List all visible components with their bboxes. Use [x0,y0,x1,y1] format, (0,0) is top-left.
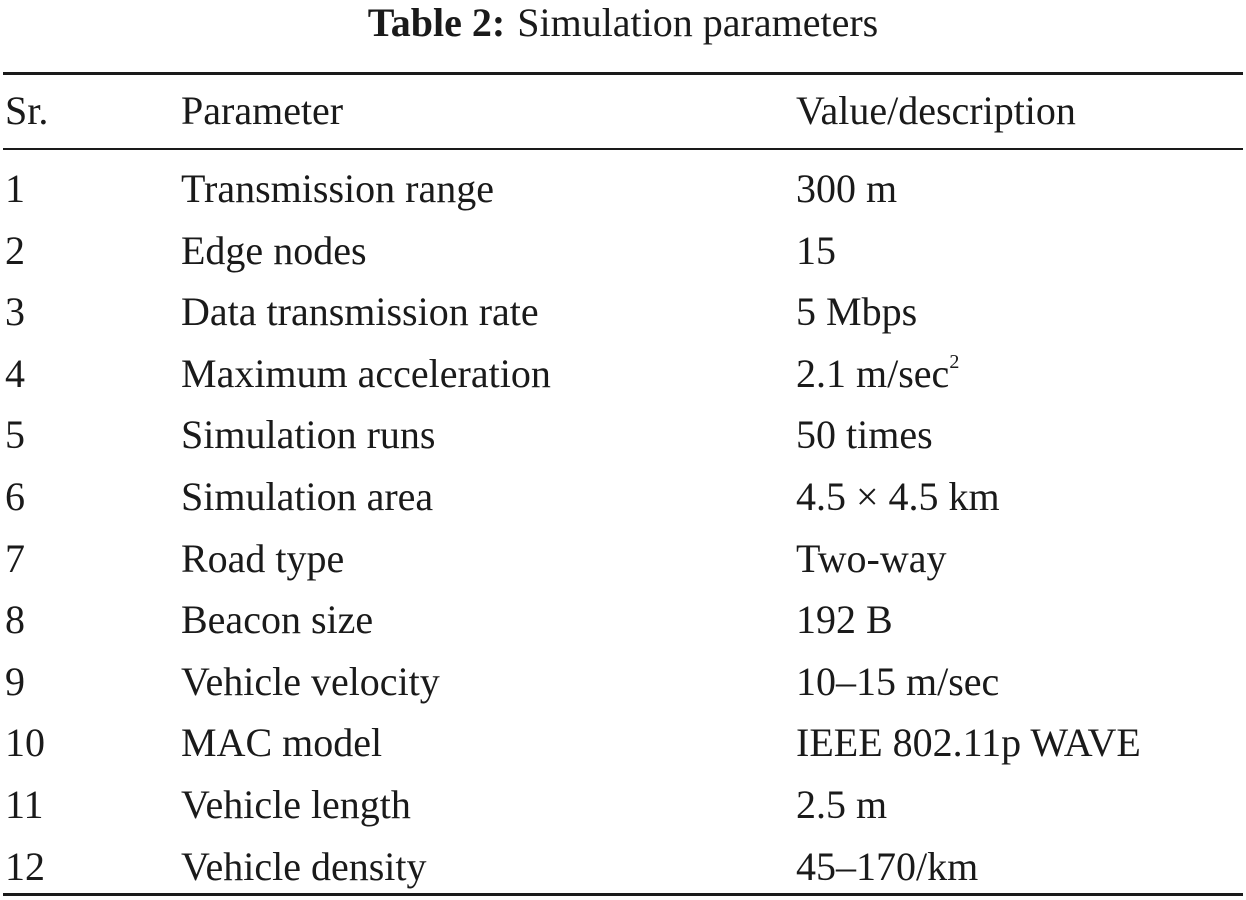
cell-parameter: Road type [181,536,345,581]
table-caption-title: Simulation parameters [517,0,879,45]
cell-value: 5 Mbps [796,281,917,343]
cell-value-text: 10–15 m/sec [796,659,1000,704]
column-header-value: Value/description [796,88,1076,133]
table-row: 4 Maximum acceleration 2.1 m/sec2 [0,343,1246,405]
table-row: 6 Simulation area 4.5 × 4.5 km [0,466,1246,528]
cell-parameter: MAC model [181,720,383,765]
cell-value-superscript: 2 [949,351,960,373]
cell-value: 15 [796,220,836,282]
cell-sr: 8 [5,597,25,642]
table-row: 11 Vehicle length 2.5 m [0,774,1246,836]
cell-sr: 6 [5,474,25,519]
cell-parameter: Vehicle length [181,782,411,827]
cell-sr: 1 [5,166,25,211]
cell-parameter: Vehicle velocity [181,659,440,704]
cell-value-text: 5 Mbps [796,289,918,334]
cell-value-text: 300 m [796,166,898,211]
cell-value: 2.1 m/sec2 [796,343,959,405]
cell-value: IEEE 802.11p WAVE [796,712,1141,774]
cell-value: 4.5 × 4.5 km [796,466,1000,528]
cell-value-text: 2.5 m [796,782,888,827]
cell-value: 10–15 m/sec [796,651,999,713]
cell-sr: 4 [5,351,25,396]
table-row: 3 Data transmission rate 5 Mbps [0,281,1246,343]
cell-parameter: Simulation area [181,474,434,519]
cell-value-text: 4.5 × 4.5 km [796,474,1000,519]
cell-value-text: 15 [796,228,836,273]
cell-value: 50 times [796,404,933,466]
table-caption-label: Table 2: [367,0,506,45]
cell-value-text: IEEE 802.11p WAVE [796,720,1141,765]
cell-value-text: 50 times [796,412,933,457]
cell-sr: 12 [5,844,45,889]
table-bottom-rule [3,893,1243,896]
cell-sr: 3 [5,289,25,334]
cell-sr: 7 [5,536,25,581]
cell-parameter: Vehicle density [181,844,427,889]
column-header-parameter: Parameter [181,88,344,133]
table-header-row: Sr. Parameter Value/description [0,80,1246,142]
cell-sr: 5 [5,412,25,457]
cell-parameter: Edge nodes [181,228,367,273]
cell-parameter: Simulation runs [181,412,436,457]
cell-parameter: Transmission range [181,166,494,211]
table-header-rule [3,148,1243,150]
table-row: 1 Transmission range 300 m [0,158,1246,220]
table-row: 2 Edge nodes 15 [0,220,1246,282]
table-top-rule [3,72,1243,75]
column-header-sr: Sr. [5,88,49,133]
cell-sr: 10 [5,720,45,765]
cell-sr: 11 [5,782,44,827]
cell-value: Two-way [796,528,947,590]
table-row: 7 Road type Two-way [0,528,1246,590]
cell-sr: 2 [5,228,25,273]
cell-parameter: Maximum acceleration [181,351,551,396]
cell-value: 192 B [796,589,893,651]
cell-value: 45–170/km [796,836,978,898]
table-row: 10 MAC model IEEE 802.11p WAVE [0,712,1246,774]
cell-sr: 9 [5,659,25,704]
cell-value-text: 45–170/km [796,844,979,889]
table-row: 9 Vehicle velocity 10–15 m/sec [0,651,1246,713]
cell-value-text: 192 B [796,597,893,642]
cell-parameter: Beacon size [181,597,374,642]
cell-value: 300 m [796,158,897,220]
cell-value-text: 2.1 m/sec [796,351,950,396]
table-row: 5 Simulation runs 50 times [0,404,1246,466]
cell-value-text: Two-way [796,536,947,581]
cell-value: 2.5 m [796,774,887,836]
cell-parameter: Data transmission rate [181,289,539,334]
table-row: 12 Vehicle density 45–170/km [0,836,1246,898]
table-row: 8 Beacon size 192 B [0,589,1246,651]
table-caption: Table 2: Simulation parameters [0,0,1246,46]
